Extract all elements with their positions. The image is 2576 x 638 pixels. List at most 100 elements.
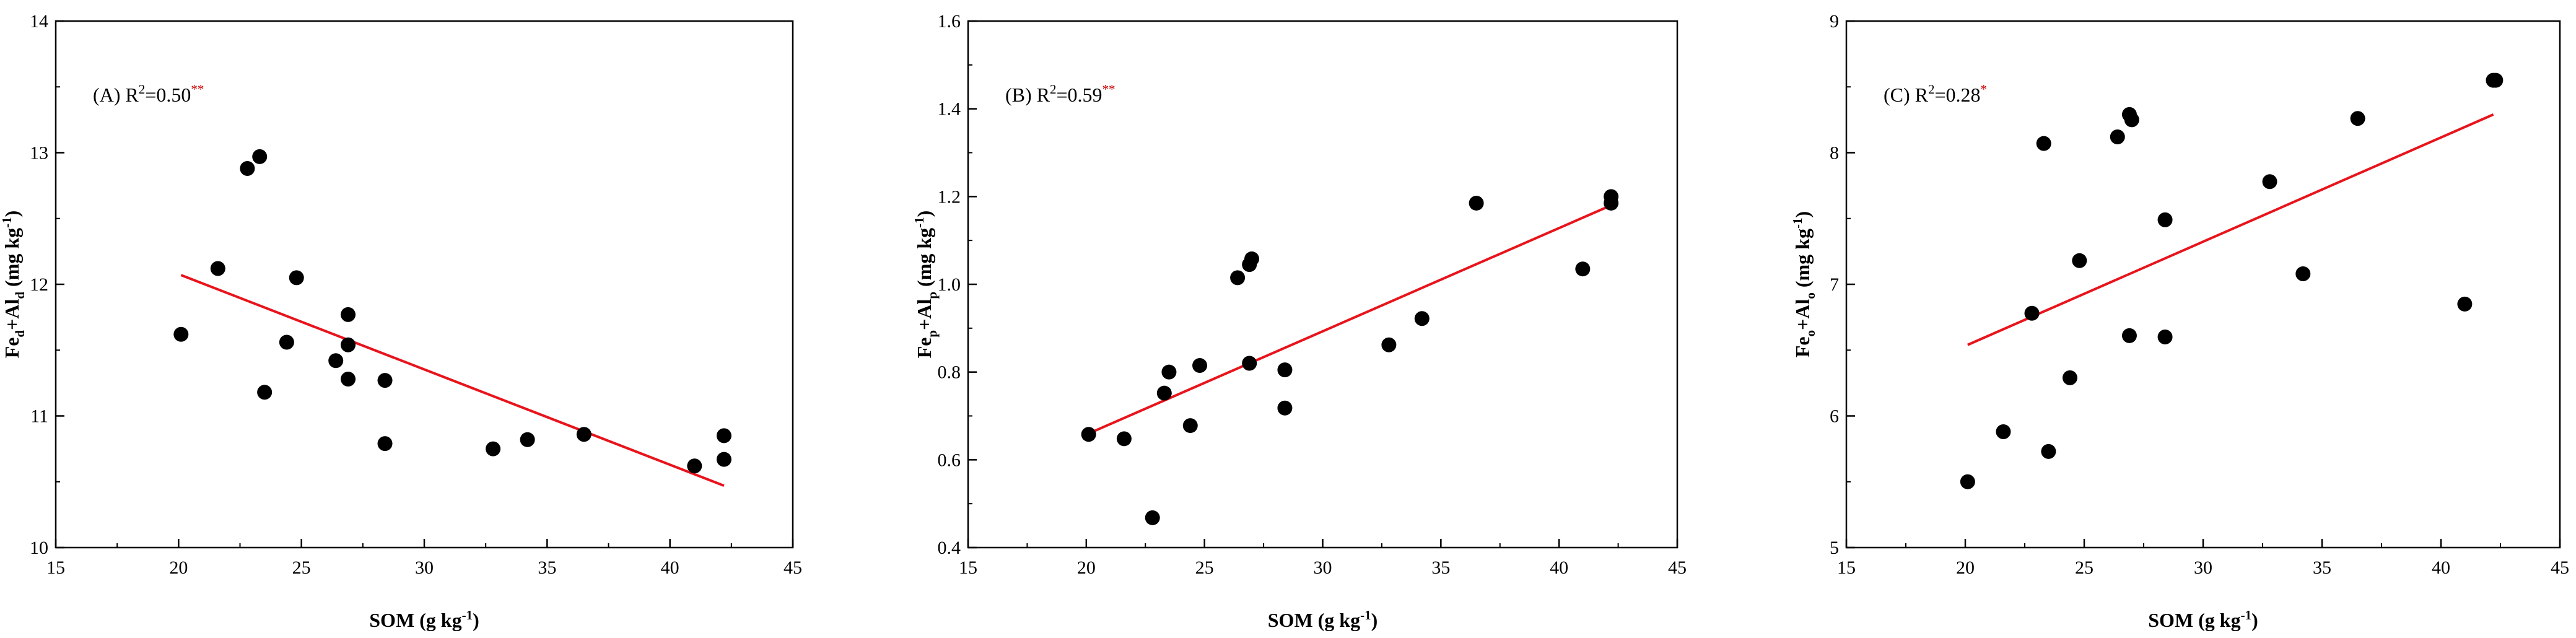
y-tick-label: 6 (1830, 406, 1839, 427)
regression-line (1967, 113, 2494, 346)
data-point (1161, 364, 1177, 380)
x-tick-label: 35 (2313, 557, 2331, 578)
x-tick-label: 30 (1314, 557, 1332, 578)
data-point (2062, 370, 2077, 385)
y-tick-label: 0.6 (938, 450, 961, 470)
x-tick-label: 40 (2432, 557, 2450, 578)
y-tick-label: 1.2 (938, 186, 961, 207)
data-point (2036, 136, 2051, 151)
data-point (341, 372, 356, 387)
x-axis-title: SOM (g kg-1) (2148, 608, 2258, 631)
r-squared-annotation: (B) R2=0.59** (1005, 82, 1116, 106)
y-tick-label: 0.4 (938, 538, 961, 558)
data-point (716, 428, 731, 444)
data-point (377, 373, 393, 388)
y-axis-title: Feo+Alo (mg kg-1) (1790, 211, 1818, 357)
y-tick-label: 11 (30, 406, 48, 427)
chart-panel-2: 15 20 25 30 35 40 45 0.4 0.6 0.8 1.0 1.2 1.4 1.6 SOM (… (912, 11, 1687, 631)
x-tick-label: 45 (1668, 557, 1687, 578)
x-tick-label: 40 (1550, 557, 1568, 578)
x-tick-label: 20 (1077, 557, 1096, 578)
significance-marker: * (1981, 82, 1988, 97)
data-point (2121, 328, 2137, 343)
data-point (716, 452, 731, 467)
data-point (1414, 311, 1430, 326)
y-axis-title: Fep+Alp (mg kg-1) (912, 211, 940, 359)
data-point (210, 261, 225, 276)
y-tick-label: 0.8 (938, 362, 961, 383)
x-tick-label: 35 (538, 557, 556, 578)
data-point (289, 270, 304, 286)
data-point (257, 385, 273, 400)
data-point (1182, 418, 1198, 434)
data-point (1381, 337, 1397, 352)
x-tick-label: 40 (661, 557, 679, 578)
x-tick-label: 20 (169, 557, 188, 578)
data-point (1230, 270, 1246, 286)
data-point (328, 353, 344, 369)
y-tick-label: 12 (30, 274, 48, 295)
data-point (1081, 427, 1096, 442)
x-axis-title: SOM (g kg-1) (1268, 608, 1378, 631)
r-squared-annotation: (C) R2=0.28* (1884, 82, 1987, 106)
regression-line (1088, 204, 1612, 435)
data-point (520, 432, 535, 447)
data-point (2262, 174, 2277, 190)
data-point (1145, 510, 1160, 525)
y-tick-label: 8 (1830, 143, 1839, 164)
data-point (2157, 212, 2173, 227)
data-point (240, 161, 255, 176)
x-tick-label: 25 (1195, 557, 1214, 578)
x-tick-label: 15 (46, 557, 65, 578)
r-squared-annotation: (A) R2=0.50** (93, 82, 204, 106)
data-point (1960, 474, 1975, 489)
x-tick-label: 25 (2075, 557, 2094, 578)
y-tick-label: 13 (30, 143, 48, 164)
x-tick-label: 35 (1431, 557, 1450, 578)
y-tick-label: 1.0 (938, 274, 961, 295)
x-tick-label: 45 (784, 557, 802, 578)
data-point (1996, 424, 2011, 439)
y-tick-label: 14 (30, 11, 48, 32)
data-point (2041, 444, 2056, 459)
x-tick-label: 30 (2194, 557, 2212, 578)
data-point (2072, 253, 2087, 268)
data-point (687, 458, 702, 474)
data-point (2124, 112, 2139, 128)
data-point (2110, 129, 2125, 144)
data-point (1116, 431, 1132, 447)
chart-panel-1: 15 20 25 30 35 40 45 10 11 12 13 14 SOM (g kg-1) Fed+… (0, 11, 802, 631)
data-point (576, 427, 592, 442)
data-point (2024, 305, 2040, 321)
data-point (341, 337, 356, 352)
data-point (2350, 111, 2365, 126)
data-point (1604, 195, 1619, 211)
y-axis-title: Fed+Ald (mg kg-1) (0, 211, 27, 359)
data-point (1244, 251, 1259, 266)
y-tick-label: 10 (30, 538, 48, 558)
data-point (341, 307, 356, 322)
y-tick-label: 1.6 (938, 11, 961, 32)
data-point (2488, 72, 2504, 88)
data-point (2457, 296, 2473, 312)
y-tick-label: 9 (1830, 11, 1839, 32)
data-point (1192, 358, 1208, 374)
chart-panel-3: 15 20 25 30 35 40 45 5 6 7 8 9 SOM (g kg-1) Feo+Alo (… (1790, 11, 2569, 631)
data-point (377, 436, 393, 452)
x-tick-label: 45 (2551, 557, 2569, 578)
data-point (2157, 330, 2173, 344)
y-tick-label: 1.4 (938, 99, 961, 120)
x-tick-label: 15 (959, 557, 977, 578)
significance-marker: ** (1102, 82, 1116, 97)
x-tick-label: 25 (292, 557, 311, 578)
data-point (1242, 356, 1257, 371)
data-point (1277, 362, 1293, 378)
regression-line (180, 274, 725, 487)
x-tick-label: 30 (415, 557, 434, 578)
data-point (2295, 266, 2311, 281)
data-point (1156, 385, 1172, 401)
data-point (1575, 261, 1591, 277)
data-point (1277, 400, 1293, 416)
data-point (486, 441, 501, 457)
